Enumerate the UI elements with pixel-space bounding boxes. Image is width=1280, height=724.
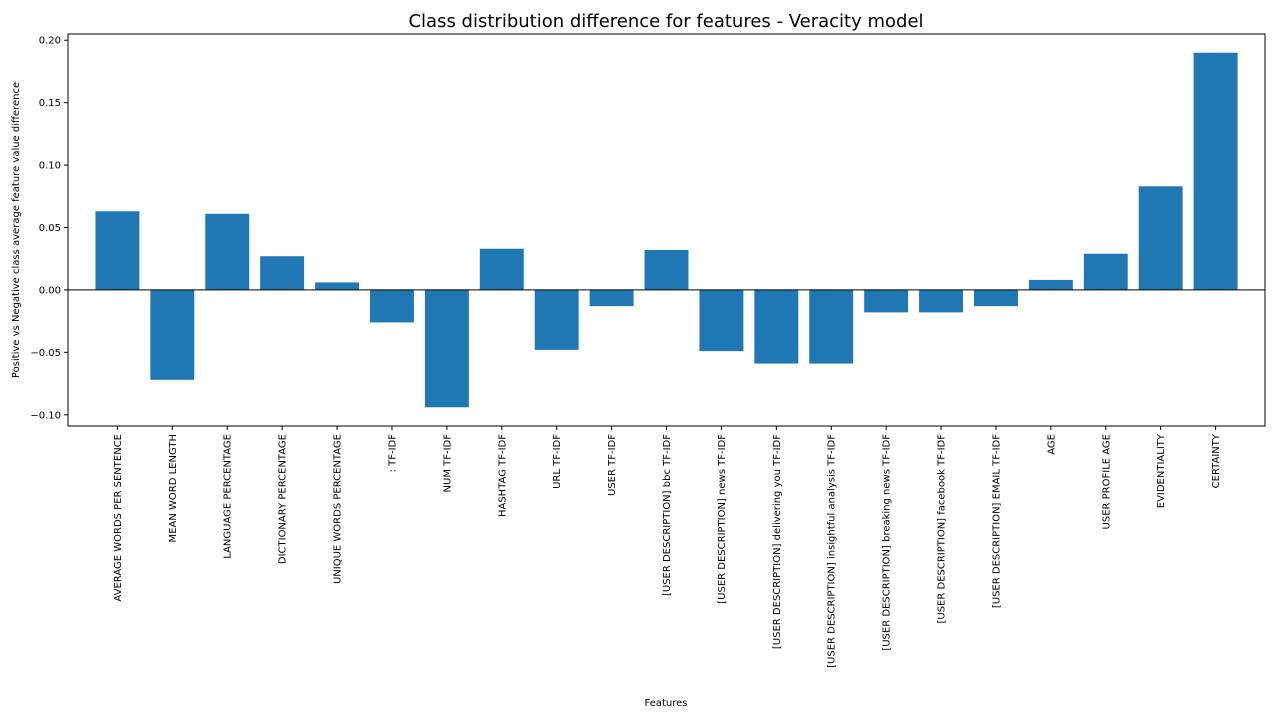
bar-5 bbox=[370, 289, 414, 323]
bar-6 bbox=[424, 289, 469, 408]
x-tick-label: DICTIONARY PERCENTAGE bbox=[278, 434, 289, 564]
bar-18 bbox=[1083, 253, 1128, 290]
y-tick-label: 0.00 bbox=[39, 285, 61, 296]
bar-2 bbox=[205, 213, 250, 290]
x-tick-label: [USER DESCRIPTION] facebook TF-IDF bbox=[937, 434, 948, 624]
bar-14 bbox=[864, 289, 909, 313]
bar-10 bbox=[644, 249, 689, 290]
y-axis-ticks: −0.10 −0.05 0.00 0.05 0.10 0.15 0.20 bbox=[30, 36, 68, 421]
bar-16 bbox=[973, 289, 1018, 307]
bar-8 bbox=[534, 289, 579, 350]
y-axis-label: Positive vs Negative class average featu… bbox=[11, 82, 22, 378]
bar-15 bbox=[919, 289, 964, 313]
x-tick-label: AVERAGE WORDS PER SENTENCE bbox=[113, 434, 124, 602]
bar-13 bbox=[809, 289, 854, 364]
x-tick-label: MEAN WORD LENGTH bbox=[168, 434, 179, 542]
x-tick-label: EVIDENTIALITY bbox=[1156, 433, 1167, 508]
bar-12 bbox=[754, 289, 799, 364]
x-tick-label: HASHTAG TF-IDF bbox=[497, 434, 508, 517]
bars-layer bbox=[95, 52, 1238, 408]
chart-title: Class distribution difference for featur… bbox=[408, 11, 923, 32]
x-tick-label: [USER DESCRIPTION] breaking news TF-IDF bbox=[882, 434, 893, 651]
x-tick-label: URL TF-IDF bbox=[552, 434, 563, 489]
bar-20 bbox=[1193, 52, 1238, 290]
x-tick-label: LANGUAGE PERCENTAGE bbox=[223, 434, 234, 559]
x-tick-label: USER TF-IDF bbox=[607, 434, 618, 496]
bar-4 bbox=[315, 282, 360, 290]
x-tick-label: USER PROFILE AGE bbox=[1101, 434, 1112, 529]
bar-7 bbox=[479, 248, 524, 290]
y-tick-label: 0.20 bbox=[39, 36, 61, 47]
y-tick-label: 0.10 bbox=[39, 161, 61, 172]
x-tick-label: [USER DESCRIPTION] news TF-IDF bbox=[717, 434, 728, 604]
x-tick-label: AGE bbox=[1046, 434, 1057, 455]
y-tick-label: 0.15 bbox=[39, 98, 61, 109]
x-tick-label: [USER DESCRIPTION] delivering you TF-IDF bbox=[772, 434, 783, 649]
y-tick-label: −0.05 bbox=[30, 348, 61, 359]
bar-0 bbox=[95, 211, 140, 290]
x-axis-ticks: AVERAGE WORDS PER SENTENCE MEAN WORD LENG… bbox=[113, 426, 1222, 668]
x-tick-label: : TF-IDF bbox=[387, 434, 398, 473]
bar-1 bbox=[150, 289, 195, 380]
bar-11 bbox=[699, 289, 744, 352]
bar-3 bbox=[260, 256, 305, 290]
bar-17 bbox=[1028, 279, 1073, 290]
x-tick-label: [USER DESCRIPTION] bbc TF-IDF bbox=[662, 434, 673, 596]
x-tick-label: [USER DESCRIPTION] insightful analysis T… bbox=[827, 434, 838, 668]
y-tick-label: −0.10 bbox=[30, 410, 61, 421]
bar-9 bbox=[589, 289, 634, 307]
y-tick-label: 0.05 bbox=[39, 223, 61, 234]
x-tick-label: CERTAINTY bbox=[1211, 433, 1222, 488]
x-tick-label: NUM TF-IDF bbox=[442, 434, 453, 493]
bar-19 bbox=[1138, 186, 1183, 290]
x-tick-label: UNIQUE WORDS PERCENTAGE bbox=[333, 434, 344, 584]
x-axis-label: Features bbox=[645, 698, 688, 709]
x-tick-label: [USER DESCRIPTION] EMAIL TF-IDF bbox=[991, 434, 1002, 608]
